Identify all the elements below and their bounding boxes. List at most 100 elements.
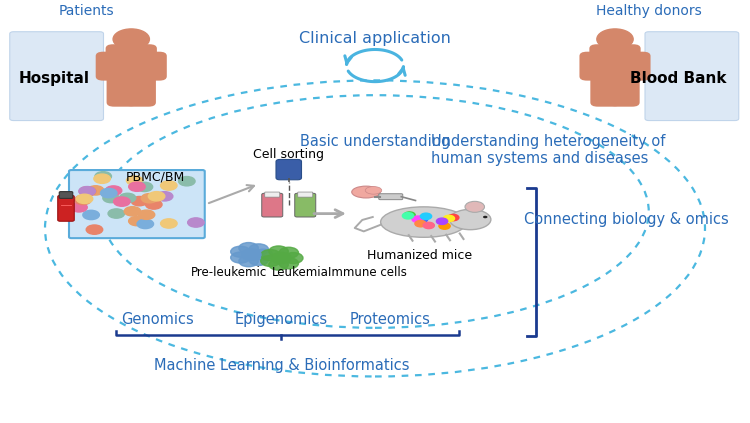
FancyBboxPatch shape [626, 52, 650, 81]
FancyBboxPatch shape [379, 194, 403, 200]
Circle shape [403, 213, 414, 219]
Circle shape [597, 29, 633, 49]
FancyBboxPatch shape [580, 52, 604, 81]
Circle shape [119, 193, 136, 203]
FancyBboxPatch shape [96, 52, 120, 81]
FancyBboxPatch shape [262, 193, 283, 217]
Circle shape [100, 188, 117, 198]
Circle shape [231, 246, 251, 257]
Circle shape [160, 219, 177, 228]
Circle shape [412, 216, 423, 222]
Circle shape [268, 246, 288, 257]
Text: Understanding heterogeneity of
human systems and diseases: Understanding heterogeneity of human sys… [431, 134, 666, 166]
Circle shape [249, 244, 268, 255]
Text: Connecting biology & omics: Connecting biology & omics [524, 212, 728, 228]
FancyBboxPatch shape [276, 159, 302, 180]
Text: Cell sorting: Cell sorting [254, 148, 324, 161]
FancyBboxPatch shape [58, 195, 74, 221]
Circle shape [76, 194, 93, 203]
Circle shape [148, 192, 165, 201]
Circle shape [178, 176, 195, 186]
Circle shape [443, 215, 454, 222]
Circle shape [127, 176, 143, 185]
Circle shape [261, 250, 280, 261]
Circle shape [88, 186, 104, 195]
Text: Basic understanding: Basic understanding [300, 134, 450, 149]
Circle shape [75, 195, 92, 205]
Circle shape [416, 216, 428, 222]
Circle shape [254, 249, 273, 260]
Ellipse shape [450, 209, 491, 230]
Circle shape [436, 218, 448, 225]
Circle shape [138, 210, 154, 220]
Circle shape [156, 192, 172, 201]
Polygon shape [281, 175, 296, 179]
FancyBboxPatch shape [609, 39, 621, 48]
Circle shape [160, 181, 177, 190]
Text: Humanized mice: Humanized mice [368, 250, 472, 262]
Text: Leukemia: Leukemia [272, 266, 328, 279]
Circle shape [105, 186, 122, 195]
Circle shape [70, 203, 87, 212]
Text: Immune cells: Immune cells [328, 266, 407, 279]
FancyBboxPatch shape [106, 68, 136, 107]
Circle shape [421, 213, 432, 220]
Circle shape [146, 200, 162, 209]
Circle shape [108, 209, 124, 218]
Circle shape [136, 182, 153, 192]
Circle shape [404, 212, 416, 218]
FancyBboxPatch shape [590, 68, 620, 107]
Text: Hospital: Hospital [19, 71, 89, 86]
Text: PBMC/BM: PBMC/BM [126, 170, 185, 183]
FancyBboxPatch shape [590, 44, 640, 77]
Text: Pre-leukemic: Pre-leukemic [190, 266, 267, 279]
Circle shape [238, 242, 258, 253]
Circle shape [124, 207, 141, 216]
Circle shape [415, 220, 426, 227]
Circle shape [94, 174, 110, 183]
Circle shape [188, 218, 204, 227]
Text: Blood Bank: Blood Bank [631, 71, 727, 86]
Circle shape [268, 259, 288, 270]
Circle shape [448, 214, 459, 221]
Circle shape [128, 217, 145, 226]
FancyBboxPatch shape [69, 170, 205, 238]
FancyBboxPatch shape [126, 68, 156, 107]
Circle shape [439, 223, 450, 229]
Circle shape [279, 258, 298, 269]
Circle shape [284, 253, 303, 264]
Circle shape [131, 196, 148, 206]
Circle shape [465, 201, 484, 212]
Circle shape [141, 194, 158, 203]
Circle shape [231, 252, 251, 263]
FancyBboxPatch shape [298, 192, 313, 197]
Circle shape [272, 253, 291, 264]
Text: Proteomics: Proteomics [350, 312, 430, 327]
Circle shape [82, 210, 99, 220]
FancyBboxPatch shape [645, 32, 739, 121]
FancyBboxPatch shape [10, 32, 104, 121]
Circle shape [238, 256, 258, 267]
Circle shape [242, 249, 261, 260]
Text: Clinical application: Clinical application [299, 30, 451, 46]
FancyBboxPatch shape [125, 39, 137, 48]
Circle shape [113, 197, 130, 206]
Text: Genomics: Genomics [122, 312, 194, 327]
FancyBboxPatch shape [610, 68, 640, 107]
Circle shape [261, 255, 280, 266]
Circle shape [279, 247, 298, 258]
Circle shape [95, 172, 112, 181]
Circle shape [423, 222, 434, 228]
Circle shape [113, 29, 149, 49]
FancyBboxPatch shape [265, 192, 280, 197]
Text: Epigenomics: Epigenomics [235, 312, 328, 327]
Circle shape [137, 219, 154, 228]
Circle shape [80, 187, 96, 196]
Circle shape [129, 182, 146, 191]
Circle shape [483, 216, 488, 218]
Text: Machine Learning & Bioinformatics: Machine Learning & Bioinformatics [154, 358, 409, 374]
FancyBboxPatch shape [59, 192, 73, 198]
Ellipse shape [380, 207, 466, 237]
Text: Patients: Patients [58, 3, 114, 18]
Ellipse shape [365, 187, 382, 194]
